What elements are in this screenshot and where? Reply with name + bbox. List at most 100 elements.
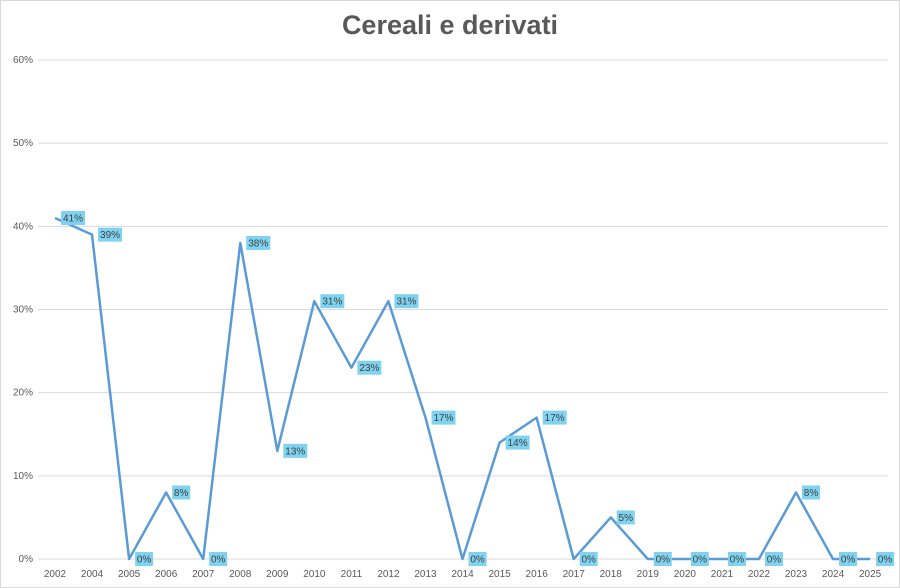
- x-tick-label: 2010: [303, 569, 326, 580]
- data-label: 0%: [579, 552, 598, 566]
- data-labels: 41% 39% 0% 8% 0% 38% 13% 31% 23% 31% 17% 0% 14% 17% 0%…: [61, 211, 895, 566]
- data-label: 0%: [690, 552, 709, 566]
- data-label-text: 31%: [322, 297, 342, 308]
- data-label: 17%: [542, 410, 567, 425]
- data-label-box: [431, 410, 456, 425]
- series-line-layer: [54, 216, 871, 561]
- data-label-text: 0%: [767, 555, 782, 566]
- data-label-text: 0%: [211, 555, 226, 566]
- x-axis-ticks: 2002 2004 2005 2006 2007 2008 2009 2010 2011 2012…: [44, 569, 882, 580]
- data-label-text: 0%: [581, 555, 596, 566]
- data-label-text: 38%: [248, 238, 268, 249]
- data-label-text: 5%: [619, 513, 634, 524]
- data-label: 17%: [431, 410, 456, 425]
- x-tick-label: 2022: [748, 569, 771, 580]
- data-label-box: [542, 410, 567, 425]
- data-label-box: [839, 552, 858, 566]
- data-label-box: [802, 485, 820, 500]
- data-label: 0%: [653, 552, 672, 566]
- data-label-text: 13%: [285, 446, 305, 457]
- y-tick-label: 50%: [13, 138, 33, 149]
- data-label: 31%: [394, 294, 419, 309]
- data-label-box: [209, 552, 228, 566]
- data-label-box: [579, 552, 598, 566]
- x-tick-label: 2009: [266, 569, 289, 580]
- data-label-box: [172, 485, 191, 500]
- data-label-box: [876, 552, 895, 566]
- data-label: 0%: [135, 552, 154, 566]
- data-label: 0%: [468, 552, 487, 566]
- data-label-box: [764, 552, 783, 566]
- data-label: 0%: [764, 552, 783, 566]
- data-label-text: 0%: [137, 555, 152, 566]
- x-tick-label: 2021: [711, 569, 734, 580]
- data-label-text: 41%: [63, 214, 83, 225]
- x-tick-label: 2005: [118, 569, 141, 580]
- data-label-box: [468, 552, 487, 566]
- data-label-text: 31%: [396, 297, 416, 308]
- data-label-text: 17%: [545, 413, 565, 424]
- y-axis-ticks: 0% 10% 20% 30% 40% 50% 60%: [13, 55, 33, 565]
- y-tick-label: 60%: [13, 55, 33, 66]
- x-tick-label: 2008: [229, 569, 252, 580]
- data-label-text: 0%: [470, 555, 485, 566]
- x-tick-label: 2015: [488, 569, 511, 580]
- x-tick-label: 2014: [451, 569, 474, 580]
- x-tick-label: 2004: [81, 569, 104, 580]
- data-label-box: [505, 435, 530, 450]
- x-tick-label: 2012: [377, 569, 400, 580]
- y-tick-label: 10%: [13, 471, 33, 482]
- data-label-text: 0%: [878, 555, 893, 566]
- data-label-box: [283, 443, 308, 458]
- x-tick-label: 2013: [414, 569, 437, 580]
- data-label-box: [320, 294, 345, 309]
- data-label-box: [394, 294, 419, 309]
- data-label-box: [690, 552, 709, 566]
- data-label-box: [357, 360, 382, 375]
- series-line: [54, 216, 871, 561]
- x-tick-label: 2024: [822, 569, 845, 580]
- data-label: 8%: [172, 485, 191, 500]
- data-label: 0%: [209, 552, 228, 566]
- data-label: 0%: [839, 552, 858, 566]
- data-label-text: 23%: [359, 363, 379, 374]
- x-tick-label: 2017: [563, 569, 586, 580]
- data-label: 41%: [61, 211, 85, 226]
- gridlines: [38, 59, 888, 560]
- x-tick-label: 2011: [341, 569, 363, 580]
- data-label-box: [616, 510, 635, 525]
- y-tick-label: 20%: [13, 388, 33, 399]
- data-label-text: 39%: [100, 230, 120, 241]
- data-label-box: [653, 552, 672, 566]
- data-label-box: [61, 211, 85, 226]
- data-label-box: [727, 552, 746, 566]
- data-label: 0%: [876, 552, 895, 566]
- x-tick-label: 2025: [859, 569, 882, 580]
- data-label-text: 17%: [433, 413, 453, 424]
- x-tick-label: 2020: [674, 569, 697, 580]
- y-tick-label: 30%: [13, 305, 33, 316]
- y-tick-label: 0%: [19, 554, 34, 565]
- x-tick-label: 2002: [44, 569, 67, 580]
- data-label-text: 8%: [804, 488, 819, 499]
- data-label-text: 0%: [693, 555, 708, 566]
- data-label-text: 8%: [174, 488, 189, 499]
- x-tick-label: 2023: [785, 569, 808, 580]
- data-label-box: [98, 227, 123, 242]
- data-label: 38%: [246, 235, 271, 250]
- x-tick-label: 2018: [600, 569, 623, 580]
- x-tick-label: 2016: [526, 569, 549, 580]
- x-tick-label: 2006: [155, 569, 178, 580]
- data-label: 31%: [320, 294, 345, 309]
- data-label: 5%: [616, 510, 635, 525]
- data-label: 23%: [357, 360, 382, 375]
- data-label: 39%: [98, 227, 123, 242]
- x-tick-label: 2007: [192, 569, 215, 580]
- data-label: 8%: [802, 485, 820, 500]
- data-label: 13%: [283, 443, 308, 458]
- data-label-text: 0%: [730, 555, 745, 566]
- data-label-text: 0%: [841, 555, 856, 566]
- y-tick-label: 40%: [13, 221, 33, 232]
